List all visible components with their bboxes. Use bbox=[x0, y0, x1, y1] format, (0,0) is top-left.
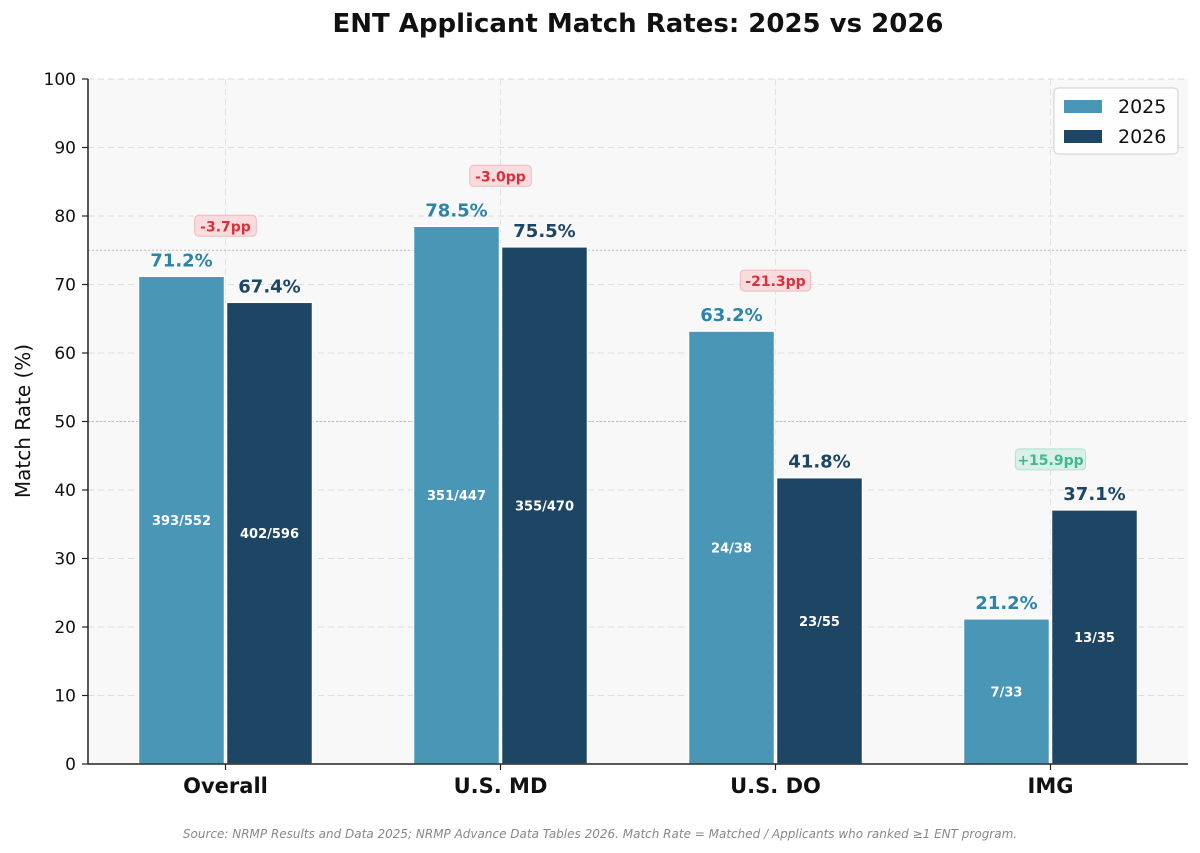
y-tick-label: 30 bbox=[54, 550, 76, 570]
bar-2025-0 bbox=[137, 275, 226, 765]
x-tick-label: U.S. DO bbox=[730, 774, 821, 798]
delta-label: -3.7pp bbox=[200, 219, 251, 235]
delta-badge: -21.3pp bbox=[739, 269, 812, 292]
value-label: 41.8% bbox=[788, 452, 850, 473]
bar-2026-3 bbox=[1050, 509, 1139, 765]
legend-swatch-2025 bbox=[1064, 100, 1102, 113]
delta-label: -3.0pp bbox=[475, 169, 526, 185]
value-label: 37.1% bbox=[1063, 484, 1125, 505]
bar-2026-1 bbox=[500, 246, 589, 765]
value-label: 21.2% bbox=[975, 593, 1037, 614]
delta-badge-bg bbox=[469, 164, 532, 187]
y-tick-label: 60 bbox=[54, 344, 76, 364]
bar-2025-1 bbox=[412, 225, 501, 765]
x-tick-label: U.S. MD bbox=[454, 774, 548, 798]
bar-2026-2 bbox=[775, 476, 864, 765]
y-tick-label: 40 bbox=[54, 481, 76, 501]
y-tick-label: 80 bbox=[54, 207, 76, 227]
count-label: 13/35 bbox=[1074, 631, 1115, 646]
y-tick-label: 20 bbox=[54, 618, 76, 638]
y-tick-label: 70 bbox=[54, 276, 76, 296]
y-tick-label: 0 bbox=[65, 755, 76, 775]
y-axis-label: Match Rate (%) bbox=[11, 344, 35, 498]
y-tick-label: 50 bbox=[54, 413, 76, 433]
y-tick-label: 10 bbox=[54, 687, 76, 707]
x-tick-label: Overall bbox=[183, 774, 268, 798]
legend-label: 2025 bbox=[1118, 96, 1166, 118]
count-label: 402/596 bbox=[240, 527, 299, 542]
value-label: 63.2% bbox=[700, 305, 762, 326]
delta-badge: -3.0pp bbox=[469, 164, 532, 187]
delta-label: +15.9pp bbox=[1017, 453, 1083, 469]
delta-badge-bg bbox=[194, 214, 257, 237]
chart-title: ENT Applicant Match Rates: 2025 vs 2026 bbox=[332, 9, 943, 39]
delta-badge-bg bbox=[739, 269, 812, 292]
count-label: 355/470 bbox=[515, 499, 574, 514]
delta-badge-bg bbox=[1014, 448, 1087, 471]
count-label: 24/38 bbox=[711, 542, 752, 557]
x-tick-label: IMG bbox=[1028, 774, 1074, 798]
value-label: 71.2% bbox=[150, 250, 212, 271]
axes: 0 10 20 30 40 50 60 70 80 90 100 Overall U.S. MD U.S.… bbox=[44, 70, 1188, 798]
bar-2026-0 bbox=[225, 301, 314, 765]
bar-labels: 71.2% 393/552 67.4% 402/596 -3.7pp 78.5% 351/4… bbox=[150, 164, 1126, 700]
y-tick-label: 100 bbox=[44, 70, 76, 90]
count-label: 351/447 bbox=[427, 489, 486, 504]
bars bbox=[137, 225, 1139, 765]
reference-lines bbox=[88, 249, 1188, 422]
count-label: 7/33 bbox=[991, 685, 1023, 700]
delta-label: -21.3pp bbox=[745, 274, 805, 290]
legend: 2025 2026 bbox=[1053, 87, 1179, 155]
bar-2025-3 bbox=[962, 618, 1051, 765]
value-label: 78.5% bbox=[425, 200, 487, 221]
count-label: 23/55 bbox=[799, 615, 840, 630]
value-label: 67.4% bbox=[238, 276, 300, 297]
legend-swatch-2026 bbox=[1064, 130, 1102, 143]
delta-badge: +15.9pp bbox=[1014, 448, 1087, 471]
delta-badge: -3.7pp bbox=[194, 214, 257, 237]
count-label: 393/552 bbox=[152, 514, 211, 529]
y-tick-label: 90 bbox=[54, 139, 76, 159]
legend-label: 2026 bbox=[1118, 126, 1166, 148]
value-label: 75.5% bbox=[513, 221, 575, 242]
source-note: Source: NRMP Results and Data 2025; NRMP… bbox=[183, 827, 1017, 841]
